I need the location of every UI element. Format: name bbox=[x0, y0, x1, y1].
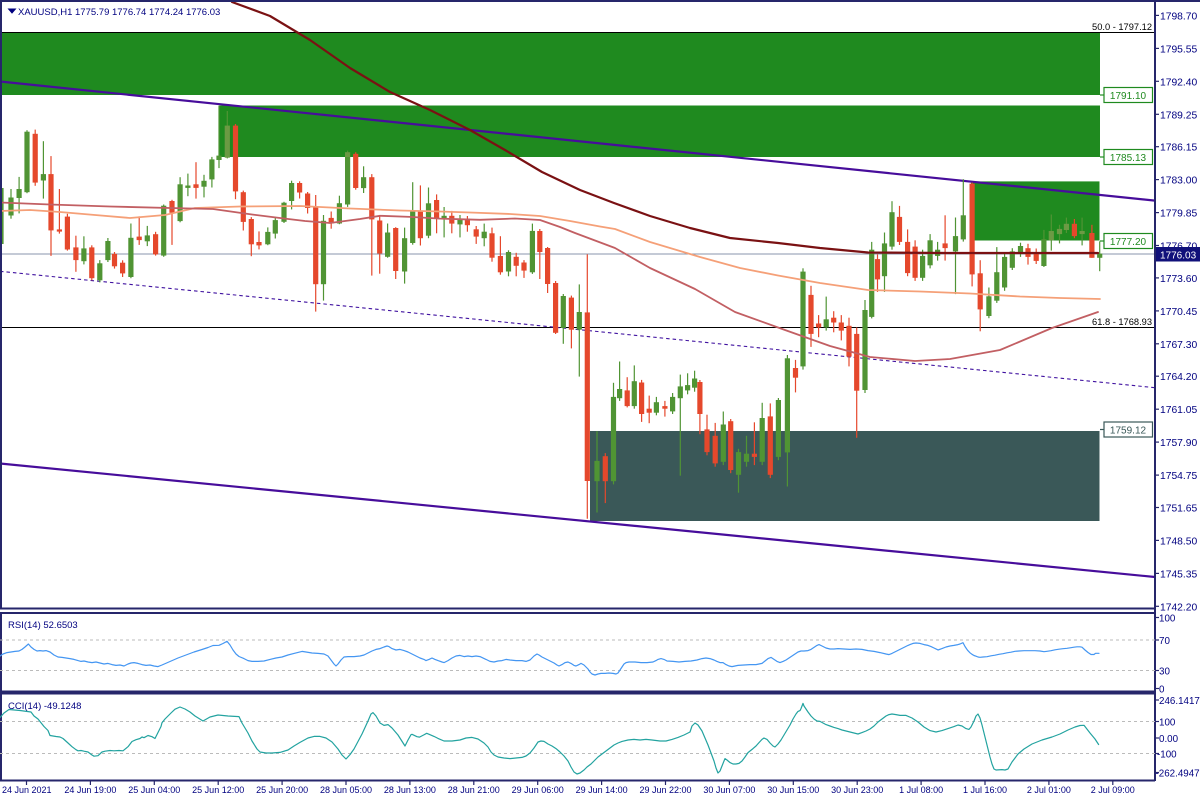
svg-text:1757.90: 1757.90 bbox=[1160, 438, 1197, 449]
svg-text:1785.13: 1785.13 bbox=[1110, 153, 1147, 164]
svg-text:0.00: 0.00 bbox=[1159, 734, 1179, 745]
svg-text:1777.20: 1777.20 bbox=[1110, 237, 1147, 248]
svg-text:-100: -100 bbox=[1157, 750, 1177, 761]
svg-text:1754.75: 1754.75 bbox=[1160, 471, 1197, 482]
svg-text:30: 30 bbox=[1159, 667, 1170, 678]
svg-text:29 Jun 22:00: 29 Jun 22:00 bbox=[639, 785, 691, 795]
svg-text:1759.12: 1759.12 bbox=[1110, 426, 1147, 437]
svg-text:1 Jul 16:00: 1 Jul 16:00 bbox=[963, 785, 1007, 795]
svg-text:2 Jul 01:00: 2 Jul 01:00 bbox=[1027, 785, 1071, 795]
svg-text:-262.4947: -262.4947 bbox=[1156, 769, 1200, 780]
svg-text:100: 100 bbox=[1159, 718, 1176, 729]
svg-text:25 Jun 04:00: 25 Jun 04:00 bbox=[128, 785, 180, 795]
svg-text:25 Jun 12:00: 25 Jun 12:00 bbox=[192, 785, 244, 795]
svg-text:CCI(14) -49.1248: CCI(14) -49.1248 bbox=[8, 701, 81, 712]
svg-text:1786.15: 1786.15 bbox=[1160, 143, 1197, 154]
svg-text:2 Jul 09:00: 2 Jul 09:00 bbox=[1091, 785, 1135, 795]
svg-text:1792.40: 1792.40 bbox=[1160, 77, 1197, 88]
svg-text:1742.20: 1742.20 bbox=[1160, 602, 1197, 613]
svg-text:1776.03: 1776.03 bbox=[1160, 251, 1197, 262]
svg-text:100: 100 bbox=[1159, 614, 1176, 625]
svg-text:50.0 - 1797.12: 50.0 - 1797.12 bbox=[1092, 22, 1152, 32]
svg-text:246.1417: 246.1417 bbox=[1159, 696, 1200, 707]
svg-text:70: 70 bbox=[1159, 636, 1170, 647]
svg-text:RSI(14) 52.6503: RSI(14) 52.6503 bbox=[8, 620, 78, 631]
svg-text:29 Jun 06:00: 29 Jun 06:00 bbox=[512, 785, 564, 795]
svg-text:1795.55: 1795.55 bbox=[1160, 44, 1197, 55]
svg-text:30 Jun 23:00: 30 Jun 23:00 bbox=[831, 785, 883, 795]
svg-text:1745.35: 1745.35 bbox=[1160, 569, 1197, 580]
svg-text:28 Jun 21:00: 28 Jun 21:00 bbox=[448, 785, 500, 795]
svg-text:30 Jun 15:00: 30 Jun 15:00 bbox=[767, 785, 819, 795]
svg-text:1761.05: 1761.05 bbox=[1160, 405, 1197, 416]
svg-text:30 Jun 07:00: 30 Jun 07:00 bbox=[703, 785, 755, 795]
svg-text:25 Jun 20:00: 25 Jun 20:00 bbox=[256, 785, 308, 795]
svg-text:1789.25: 1789.25 bbox=[1160, 110, 1197, 121]
svg-text:1748.50: 1748.50 bbox=[1160, 536, 1197, 547]
svg-text:1779.85: 1779.85 bbox=[1160, 209, 1197, 220]
svg-text:29 Jun 14:00: 29 Jun 14:00 bbox=[576, 785, 628, 795]
svg-text:XAUUSD,H1 1775.79 1776.74 177: XAUUSD,H1 1775.79 1776.74 1774.24 1776.0… bbox=[18, 7, 220, 18]
svg-text:1773.60: 1773.60 bbox=[1160, 274, 1197, 285]
svg-text:1764.20: 1764.20 bbox=[1160, 372, 1197, 383]
svg-text:28 Jun 05:00: 28 Jun 05:00 bbox=[320, 785, 372, 795]
svg-text:1783.00: 1783.00 bbox=[1160, 176, 1197, 187]
svg-text:28 Jun 13:00: 28 Jun 13:00 bbox=[384, 785, 436, 795]
svg-text:1767.30: 1767.30 bbox=[1160, 340, 1197, 351]
svg-text:1791.10: 1791.10 bbox=[1110, 91, 1147, 102]
svg-text:1751.65: 1751.65 bbox=[1160, 504, 1197, 515]
svg-text:24 Jun 19:00: 24 Jun 19:00 bbox=[64, 785, 116, 795]
svg-text:0: 0 bbox=[1159, 685, 1165, 696]
svg-text:1770.45: 1770.45 bbox=[1160, 307, 1197, 318]
svg-text:24 Jun 2021: 24 Jun 2021 bbox=[2, 785, 52, 795]
svg-text:1798.70: 1798.70 bbox=[1160, 11, 1197, 22]
svg-text:61.8 - 1768.93: 61.8 - 1768.93 bbox=[1092, 317, 1152, 327]
svg-text:1 Jul 08:00: 1 Jul 08:00 bbox=[899, 785, 943, 795]
